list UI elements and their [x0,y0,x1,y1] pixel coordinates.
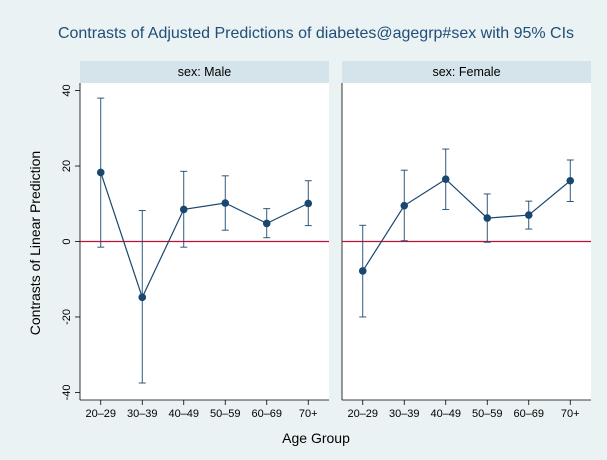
data-point [96,168,105,177]
data-point [179,205,188,214]
x-tick-label: 20–29 [85,408,116,420]
y-tick-label: 20 [61,160,73,172]
y-tick-label: -20 [61,309,73,325]
x-tick-label: 30–39 [389,408,420,420]
data-point [138,293,147,302]
data-point [566,176,575,185]
data-point [304,199,313,208]
x-tick-label: 60–69 [513,408,544,420]
y-tick-label: -40 [61,384,73,400]
panels-group: sex: Male -40 -20 0 20 40 20–29 30–39 40–49 50–59… [61,61,591,420]
x-tick-label: 40–49 [168,408,199,420]
x-tick-label: 70+ [561,408,580,420]
x-tick-label: 30–39 [127,408,158,420]
data-point [262,219,271,228]
x-tick-label: 70+ [299,408,318,420]
y-tick-label: 40 [61,84,73,96]
data-point [483,214,492,222]
x-tick-label: 50–59 [472,408,503,420]
x-tick-label: 40–49 [430,408,461,420]
data-point [524,211,533,219]
panel-title-0: sex: Male [178,65,232,79]
x-tick-label: 20–29 [347,408,378,420]
series-line-panel-0 [100,172,309,299]
panel-title-1: sex: Female [432,65,500,79]
panel-header-1 [342,61,591,83]
data-point [441,175,450,184]
data-point [358,267,367,275]
series-line-panel-1 [362,178,571,272]
x-tick-label: 50–59 [210,408,241,420]
data-point [221,199,230,207]
chart-title: Contrasts of Adjusted Predictions of dia… [58,25,574,42]
panel-header-0 [80,61,329,83]
y-tick-label: 0 [61,238,73,244]
y-axis-label: Contrasts of Linear Prediction [27,151,43,335]
data-point [400,201,409,210]
x-tick-label: 60–69 [251,408,282,420]
x-axis-label: Age Group [282,430,350,446]
